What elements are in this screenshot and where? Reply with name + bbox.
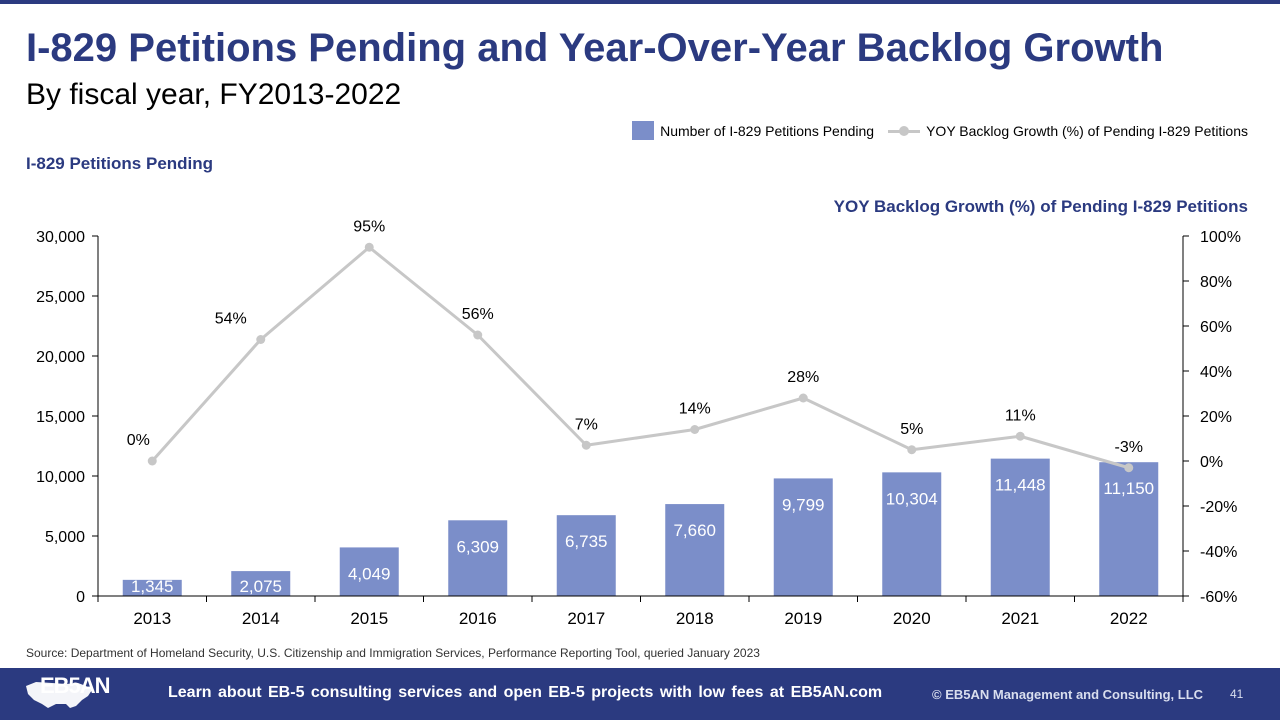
growth-point-2020 xyxy=(907,445,917,455)
growth-data-label: 14% xyxy=(679,401,711,418)
footer-copyright: © EB5AN Management and Consulting, LLC xyxy=(932,687,1204,702)
growth-data-label: 95% xyxy=(353,218,385,235)
bar-2018 xyxy=(665,504,725,596)
x-tick-label: 2014 xyxy=(242,609,280,628)
legend-bar-swatch xyxy=(632,121,655,140)
x-tick-label: 2020 xyxy=(893,609,931,628)
legend-line-swatch xyxy=(888,125,921,137)
left-tick-label: 25,000 xyxy=(36,289,85,306)
x-tick-label: 2017 xyxy=(567,609,605,628)
footer-bar: EB5AN Learn about EB-5 consulting servic… xyxy=(0,668,1280,720)
bar-2015 xyxy=(339,547,399,596)
x-tick-label: 2021 xyxy=(1001,609,1039,628)
bar-data-label: 6,309 xyxy=(456,537,499,556)
page-number: 41 xyxy=(1230,687,1244,701)
bar-2013 xyxy=(122,579,182,596)
chart-legend: Number of I-829 Petitions Pending YOY Ba… xyxy=(618,121,1248,140)
growth-point-2019 xyxy=(798,393,808,403)
growth-data-label: 54% xyxy=(215,311,247,328)
right-tick-label: 80% xyxy=(1200,274,1232,291)
bar-2017 xyxy=(556,515,616,596)
left-tick-label: 15,000 xyxy=(36,409,85,426)
footer-tagline[interactable]: Learn about EB-5 consulting services and… xyxy=(168,684,883,701)
growth-data-label: 0% xyxy=(127,432,150,449)
us-map-logo-icon xyxy=(26,682,92,708)
right-tick-label: 40% xyxy=(1200,364,1232,381)
bar-data-label: 6,735 xyxy=(565,532,608,551)
growth-point-2014 xyxy=(256,335,266,344)
bar-data-label: 11,150 xyxy=(1103,479,1154,498)
growth-data-label: 56% xyxy=(462,306,494,323)
bar-data-label: 2,075 xyxy=(239,577,282,596)
growth-data-label: 28% xyxy=(787,369,819,386)
right-tick-label: -40% xyxy=(1200,544,1237,561)
x-tick-label: 2015 xyxy=(350,609,388,628)
legend-item-line: YOY Backlog Growth (%) of Pending I-829 … xyxy=(888,123,1248,139)
x-tick-label: 2013 xyxy=(133,609,171,628)
bar-2019 xyxy=(773,478,833,596)
left-tick-label: 30,000 xyxy=(36,229,85,246)
growth-point-2018 xyxy=(690,425,700,434)
growth-data-label: -3% xyxy=(1115,439,1143,456)
left-tick-label: 20,000 xyxy=(36,349,85,366)
x-tick-label: 2016 xyxy=(459,609,497,628)
bar-2021 xyxy=(990,458,1050,596)
source-note: Source: Department of Homeland Security,… xyxy=(26,646,760,660)
growth-point-2015 xyxy=(364,242,374,252)
x-tick-label: 2022 xyxy=(1110,609,1148,628)
growth-data-label: 11% xyxy=(1005,407,1036,424)
growth-point-2021 xyxy=(1015,431,1025,441)
right-tick-label: 0% xyxy=(1200,454,1223,471)
growth-line xyxy=(151,245,1130,470)
right-tick-label: -20% xyxy=(1200,499,1237,516)
x-tick-label: 2018 xyxy=(676,609,714,628)
legend-bar-label: Number of I-829 Petitions Pending xyxy=(660,122,875,139)
growth-data-label: 7% xyxy=(575,416,598,433)
bar-2022 xyxy=(1099,462,1159,596)
growth-point-2013 xyxy=(147,456,157,466)
slide-subtitle: By fiscal year, FY2013-2022 xyxy=(26,78,402,111)
growth-point-2016 xyxy=(473,330,483,340)
growth-point-2017 xyxy=(581,440,591,450)
growth-data-label: 5% xyxy=(900,421,923,438)
bar-data-label: 7,660 xyxy=(673,521,716,540)
left-tick-label: 10,000 xyxy=(36,469,85,486)
growth-point-2022 xyxy=(1124,463,1134,473)
right-axis-title: YOY Backlog Growth (%) of Pending I-829 … xyxy=(833,197,1248,216)
bar-data-label: 11,448 xyxy=(995,476,1046,495)
bar-2014 xyxy=(231,571,291,596)
left-tick-label: 5,000 xyxy=(45,529,85,546)
bar-data-label: 1,345 xyxy=(131,577,174,596)
logo-text: EB5AN xyxy=(40,673,111,698)
legend-item-bars: Number of I-829 Petitions Pending xyxy=(632,121,874,140)
left-axis-title: I-829 Petitions Pending xyxy=(26,154,214,173)
bar-2016 xyxy=(448,520,508,596)
bar-data-label: 4,049 xyxy=(348,564,391,583)
right-tick-label: 60% xyxy=(1200,319,1232,336)
right-tick-label: -60% xyxy=(1200,589,1237,606)
bar-2020 xyxy=(882,472,942,596)
bar-data-label: 10,304 xyxy=(886,489,938,508)
slide-title: I-829 Petitions Pending and Year-Over-Ye… xyxy=(26,26,1164,70)
right-tick-label: 20% xyxy=(1200,409,1232,426)
bar-data-label: 9,799 xyxy=(782,495,825,514)
top-rule xyxy=(0,0,1280,4)
legend-line-label: YOY Backlog Growth (%) of Pending I-829 … xyxy=(926,122,1248,139)
right-tick-label: 100% xyxy=(1200,229,1241,246)
left-tick-label: 0 xyxy=(76,589,85,606)
x-tick-label: 2019 xyxy=(784,609,822,628)
